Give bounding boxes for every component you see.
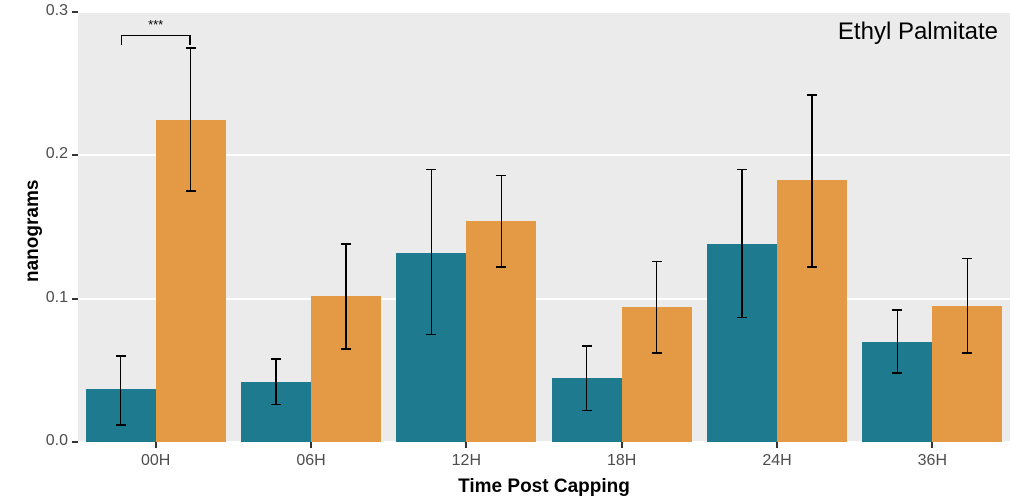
errbar xyxy=(431,170,433,335)
ytick xyxy=(72,11,78,13)
errbar xyxy=(811,95,813,267)
errcap xyxy=(962,258,972,260)
ytick-label: 0.0 xyxy=(0,432,68,450)
errcap xyxy=(496,175,506,177)
errcap xyxy=(652,261,662,263)
errcap xyxy=(737,169,747,171)
sig-bracket xyxy=(189,35,191,45)
errcap xyxy=(186,190,196,192)
errcap xyxy=(271,404,281,406)
errbar xyxy=(897,310,899,373)
errcap xyxy=(737,317,747,319)
xtick xyxy=(776,442,778,448)
xtick xyxy=(155,442,157,448)
xtick-label: 24H xyxy=(747,452,807,470)
errcap xyxy=(116,355,126,357)
errcap xyxy=(426,169,436,171)
xtick-label: 00H xyxy=(126,452,186,470)
x-axis-title: Time Post Capping xyxy=(444,476,644,498)
ytick xyxy=(72,154,78,156)
errcap xyxy=(496,266,506,268)
xtick-label: 36H xyxy=(902,452,962,470)
xtick-label: 12H xyxy=(436,452,496,470)
ytick xyxy=(72,298,78,300)
sig-bracket xyxy=(121,35,191,37)
errcap xyxy=(426,334,436,336)
errbar xyxy=(656,261,658,353)
errcap xyxy=(807,94,817,96)
xtick xyxy=(310,442,312,448)
errcap xyxy=(186,47,196,49)
ytick-label: 0.3 xyxy=(0,2,68,20)
errcap xyxy=(892,372,902,374)
errcap xyxy=(582,410,592,412)
xtick xyxy=(621,442,623,448)
bar-chart: *** Ethyl Palmitate 0.0 0.1 0.2 0.3 00H 06H 12H 1… xyxy=(0,0,1024,504)
errcap xyxy=(892,309,902,311)
errbar xyxy=(190,48,192,191)
xtick xyxy=(931,442,933,448)
errbar xyxy=(501,175,503,267)
xtick xyxy=(465,442,467,448)
ytick-label: 0.2 xyxy=(0,145,68,163)
errcap xyxy=(582,345,592,347)
errcap xyxy=(271,358,281,360)
errcap xyxy=(962,352,972,354)
errcap xyxy=(341,348,351,350)
errbar xyxy=(586,346,588,411)
ytick-label: 0.1 xyxy=(0,289,68,307)
sig-bracket xyxy=(121,35,123,45)
errcap xyxy=(116,424,126,426)
errbar xyxy=(741,170,743,318)
compound-title: Ethyl Palmitate xyxy=(838,18,998,46)
plot-panel: *** Ethyl Palmitate xyxy=(78,12,1010,442)
ytick xyxy=(72,441,78,443)
errcap xyxy=(652,352,662,354)
y-axis-title: nanograms xyxy=(22,180,44,282)
xtick-label: 18H xyxy=(592,452,652,470)
errbar xyxy=(120,356,122,425)
gridline xyxy=(78,11,1010,13)
errcap xyxy=(807,266,817,268)
errcap xyxy=(341,243,351,245)
errbar xyxy=(967,259,969,354)
errbar xyxy=(345,244,347,349)
significance-label: *** xyxy=(136,17,176,32)
xtick-label: 06H xyxy=(281,452,341,470)
errbar xyxy=(275,359,277,405)
